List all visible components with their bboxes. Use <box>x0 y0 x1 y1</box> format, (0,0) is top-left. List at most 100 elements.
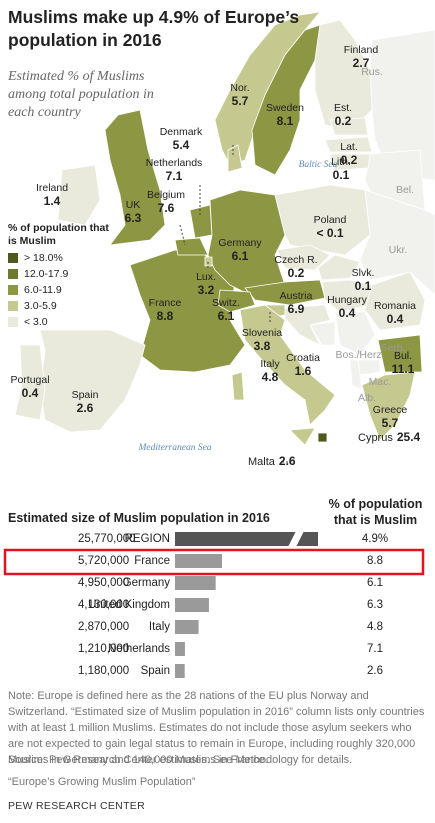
ireland <box>57 164 101 226</box>
bar <box>175 598 209 612</box>
country-value: 6.1 <box>232 249 249 263</box>
country-value: 3.8 <box>254 339 271 353</box>
leaders <box>179 145 290 463</box>
percent: 2.6 <box>367 665 383 677</box>
country-name: Cyprus <box>358 432 393 444</box>
switzerland <box>217 289 256 313</box>
country-value: 6.3 <box>125 211 142 225</box>
bar <box>175 532 318 546</box>
country-name: Lux. <box>196 271 216 283</box>
luxembourg <box>204 256 213 267</box>
country-name: Est. <box>334 102 352 114</box>
legend-swatch <box>8 269 18 279</box>
country-value: 6.9 <box>288 302 305 316</box>
legend-title: % of population that is Muslim <box>8 222 109 247</box>
country-name: Bel. <box>396 184 414 196</box>
population: 4,950,000 <box>78 577 129 589</box>
country-name: Nor. <box>230 82 249 94</box>
spain <box>39 329 146 433</box>
country-name: UK <box>126 199 141 211</box>
country-value: 0.2 <box>335 114 352 128</box>
country-value: 2.6 <box>279 454 296 468</box>
map <box>14 11 435 465</box>
sardinia <box>231 371 245 401</box>
legend-label: < 3.0 <box>24 316 48 328</box>
country-name: Serb. <box>380 342 405 354</box>
percent: 8.8 <box>367 555 383 567</box>
latvia <box>324 136 373 153</box>
country-value: 2.7 <box>353 56 370 70</box>
legend-swatch <box>8 285 18 295</box>
sea-label: Mediterranean Sea <box>137 443 211 453</box>
country-name: Belgium <box>147 189 185 201</box>
country-value: 0.1 <box>355 279 372 293</box>
country-name: Greece <box>373 404 408 416</box>
percent: 4.8 <box>367 621 383 633</box>
country-name: Malta <box>248 456 276 468</box>
country-name: Ukr. <box>389 244 408 256</box>
country-name: Bos./Herz. <box>335 349 384 361</box>
bar <box>175 576 216 590</box>
country-name: Portugal <box>10 374 49 386</box>
subtitle: Estimated % of Muslims among total popul… <box>8 69 154 120</box>
row-name: Italy <box>149 621 170 633</box>
country-name: Slvk. <box>352 267 375 279</box>
organization: PEW RESEARCH CENTER <box>8 800 145 812</box>
country-name: Romania <box>374 300 416 312</box>
country-value: 0.1 <box>333 168 350 182</box>
note: Note: Europe is defined here as the 28 n… <box>8 690 425 766</box>
country-name: Rus. <box>361 66 383 78</box>
title: Muslims make up 4.9% of Europe’s populat… <box>8 7 300 50</box>
country-value: 11.1 <box>392 362 415 376</box>
czech <box>276 244 331 271</box>
legend-swatch <box>8 317 18 327</box>
sicily <box>289 427 316 446</box>
country-name: Netherlands <box>146 157 203 169</box>
country-name: Finland <box>344 44 379 56</box>
row-name: Spain <box>141 665 170 677</box>
malta <box>289 459 295 465</box>
population: 5,720,000 <box>78 555 129 567</box>
country-name: Sweden <box>266 102 304 114</box>
bulgaria <box>377 334 423 373</box>
country-value: 6.1 <box>218 309 235 323</box>
leader-line <box>179 224 186 246</box>
legend-swatch <box>8 253 18 263</box>
bar <box>175 620 199 634</box>
denmark <box>227 144 243 173</box>
netherlands <box>189 204 213 239</box>
country-value: 0.4 <box>387 312 404 326</box>
table-header: % of population that is Muslim <box>328 497 423 527</box>
macedonia <box>357 359 381 376</box>
population: 2,870,000 <box>78 621 129 633</box>
country-value: 5.7 <box>382 416 399 430</box>
albania <box>349 359 363 391</box>
country-name: Mac. <box>369 376 392 388</box>
country-name: Hungary <box>327 294 367 306</box>
country-value: 4.8 <box>262 370 279 384</box>
uk <box>104 109 166 246</box>
bar <box>175 642 185 656</box>
bar-break <box>288 531 304 547</box>
population: 4,130,000 <box>78 599 129 611</box>
country-name: France <box>149 297 182 309</box>
country-value: 8.1 <box>277 114 294 128</box>
country-name: Spain <box>72 389 99 401</box>
country-value: 5.4 <box>173 138 190 152</box>
country-value: 0.2 <box>341 153 358 167</box>
italy <box>239 304 336 426</box>
map-label: Cyprus 25.4 <box>358 430 421 444</box>
country-name: Denmark <box>160 126 203 138</box>
map-label: Malta 2.6 <box>248 454 296 468</box>
slovakia <box>317 254 361 281</box>
population: 25,770,000 <box>78 533 136 545</box>
population: 1,180,000 <box>78 665 129 677</box>
percent: 7.1 <box>367 643 383 655</box>
lithuania <box>329 153 371 171</box>
country-name: Austria <box>280 290 313 302</box>
legend-label: 3.0-5.9 <box>24 300 57 312</box>
romania <box>364 271 426 331</box>
population: 1,210,000 <box>78 643 129 655</box>
row-name: France <box>134 555 170 567</box>
